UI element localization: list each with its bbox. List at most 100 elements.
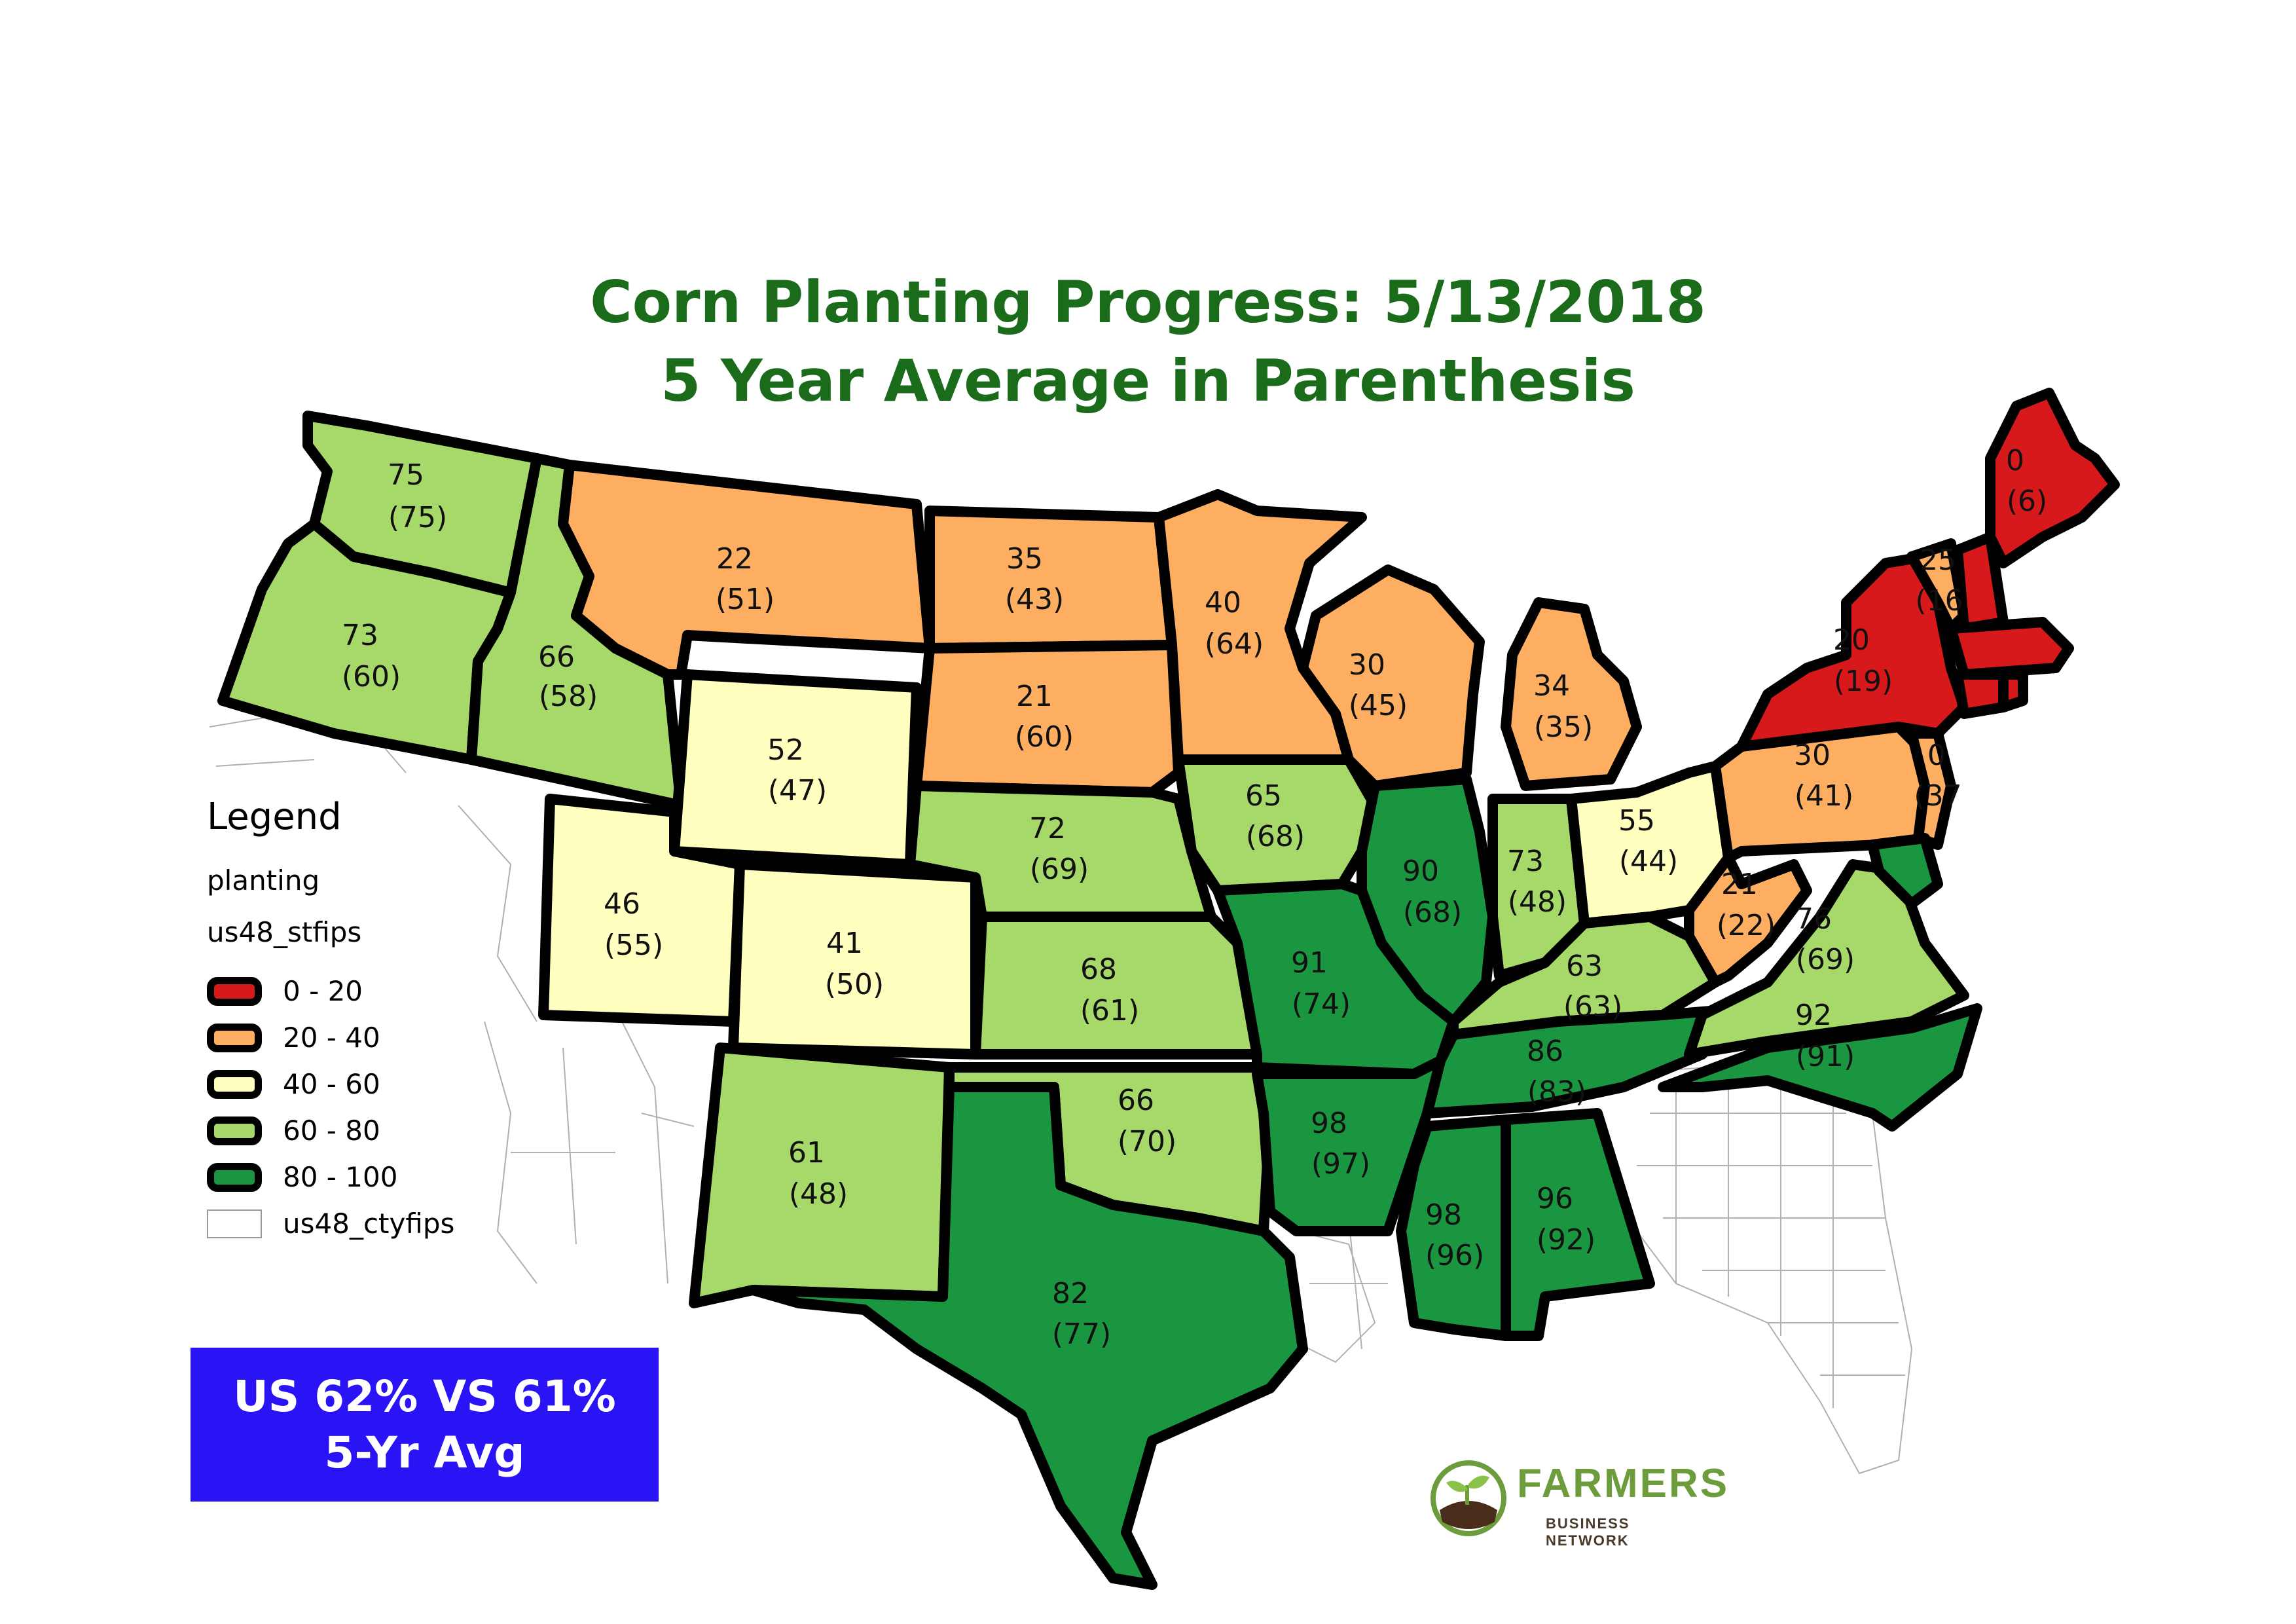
label-KS-avg: (61) xyxy=(1080,994,1139,1027)
legend-swatch-dark-green xyxy=(207,1162,262,1192)
label-WI-value: 30 xyxy=(1349,648,1385,682)
label-SD-value: 21 xyxy=(1016,680,1053,713)
label-VA-avg: (69) xyxy=(1796,943,1855,976)
label-VT-value: 25 xyxy=(1920,544,1956,577)
legend-label: 40 - 60 xyxy=(283,1068,380,1100)
label-AR-avg: (97) xyxy=(1311,1147,1370,1181)
legend-label: 20 - 40 xyxy=(283,1022,380,1054)
state-NC xyxy=(1658,1003,1982,1132)
label-NC-value: 92 xyxy=(1795,999,1832,1032)
sprout-logo-icon xyxy=(1430,1460,1506,1536)
legend: Legend planting us48_stfips 0 - 20 20 - … xyxy=(207,796,488,1247)
label-WA-value: 75 xyxy=(388,458,424,492)
label-PA-value: 30 xyxy=(1794,739,1831,772)
state-AL xyxy=(1501,1108,1655,1341)
county-lines xyxy=(209,712,1913,1475)
state-MD xyxy=(1867,833,1943,909)
legend-label: 0 - 20 xyxy=(283,975,363,1007)
state-CT xyxy=(1952,669,2009,719)
label-MS-value: 98 xyxy=(1425,1198,1462,1232)
label-KY-value: 63 xyxy=(1566,950,1603,983)
label-MI-avg: (35) xyxy=(1534,710,1593,744)
legend-item: us48_ctyfips xyxy=(207,1200,488,1247)
state-WY xyxy=(669,669,922,870)
legend-title: Legend xyxy=(207,796,342,838)
national-summary-box: US 62% VS 61% 5-Yr Avg xyxy=(191,1348,659,1502)
label-AL-avg: (92) xyxy=(1537,1223,1595,1257)
legend-layer-stfips: us48_stfips xyxy=(207,916,362,948)
legend-item: 80 - 100 xyxy=(207,1154,488,1200)
label-VT-avg: (16 xyxy=(1915,584,1963,618)
legend-label: 60 - 80 xyxy=(283,1115,380,1147)
states xyxy=(217,388,2120,1590)
state-ME xyxy=(1985,388,2120,568)
label-IA-avg: (68) xyxy=(1246,820,1305,853)
state-NM xyxy=(689,1043,955,1308)
state-AR xyxy=(1252,1056,1446,1236)
legend-swatch-light-green xyxy=(207,1116,262,1145)
label-NC-avg: (91) xyxy=(1796,1040,1855,1073)
label-TX-avg: (77) xyxy=(1052,1318,1111,1351)
label-IL-value: 90 xyxy=(1402,855,1439,888)
label-VA-value: 76 xyxy=(1795,902,1832,936)
legend-swatch-yellow xyxy=(207,1069,262,1099)
label-ME-value: 0 xyxy=(2006,444,2024,477)
label-WV-value: 21 xyxy=(1721,868,1758,901)
label-IN-avg: (48) xyxy=(1508,885,1567,919)
label-AR-value: 98 xyxy=(1311,1107,1347,1140)
label-IA-value: 65 xyxy=(1245,779,1282,813)
label-WI-avg: (45) xyxy=(1349,689,1408,722)
label-WV-avg: (22) xyxy=(1717,909,1776,942)
label-ND-avg: (43) xyxy=(1005,583,1064,616)
label-ID-value: 66 xyxy=(538,640,575,674)
label-MO-value: 91 xyxy=(1291,946,1328,980)
label-TN-value: 86 xyxy=(1527,1035,1563,1068)
label-AL-value: 96 xyxy=(1537,1182,1573,1215)
label-OR-avg: (60) xyxy=(342,660,401,693)
brand-name: FARMERS xyxy=(1517,1461,1730,1506)
label-IL-avg: (68) xyxy=(1403,896,1462,929)
label-CO-avg: (50) xyxy=(825,968,884,1001)
label-MN-value: 40 xyxy=(1205,586,1241,619)
label-OH-avg: (44) xyxy=(1619,845,1678,878)
label-NY-value: 20 xyxy=(1833,623,1870,657)
label-OK-avg: (70) xyxy=(1118,1125,1176,1158)
label-MO-avg: (74) xyxy=(1292,987,1351,1021)
label-CO-value: 41 xyxy=(826,927,863,960)
map-subtitle: 5 Year Average in Parenthesis xyxy=(661,347,1635,415)
label-ND-value: 35 xyxy=(1006,542,1043,576)
label-TX-value: 82 xyxy=(1052,1277,1089,1310)
label-MT-avg: (51) xyxy=(716,583,774,616)
label-MS-avg: (96) xyxy=(1425,1239,1484,1272)
label-OH-value: 55 xyxy=(1618,804,1655,838)
label-NE-avg: (69) xyxy=(1030,853,1089,886)
label-KS-value: 68 xyxy=(1080,953,1117,986)
label-PA-avg: (41) xyxy=(1795,779,1853,813)
state-MA xyxy=(1946,617,2074,680)
legend-swatch-red xyxy=(207,976,262,1006)
summary-line-2: 5-Yr Avg xyxy=(324,1427,525,1478)
legend-item: 40 - 60 xyxy=(207,1061,488,1107)
legend-layer-planting: planting xyxy=(207,864,320,896)
label-SD-avg: (60) xyxy=(1015,720,1074,754)
legend-item: 20 - 40 xyxy=(207,1014,488,1061)
label-TN-avg: (83) xyxy=(1527,1075,1586,1109)
label-IN-value: 73 xyxy=(1507,845,1544,878)
label-NJ-avg: (37 xyxy=(1914,779,1961,813)
label-MI-value: 34 xyxy=(1533,669,1570,703)
brand-subtitle: BUSINESS NETWORK xyxy=(1546,1515,1630,1549)
state-ND xyxy=(924,506,1177,654)
state-WI xyxy=(1298,564,1485,791)
state-MN xyxy=(1154,489,1367,765)
label-NY-avg: (19) xyxy=(1834,665,1893,698)
label-MN-avg: (64) xyxy=(1205,627,1264,661)
label-OR-value: 73 xyxy=(342,619,378,652)
state-TX xyxy=(748,1082,1308,1590)
label-NE-value: 72 xyxy=(1029,812,1066,845)
farmers-business-network-logo: FARMERS BUSINESS NETWORK xyxy=(1429,1455,1727,1549)
legend-item: 0 - 20 xyxy=(207,968,488,1014)
legend-swatch-orange xyxy=(207,1023,262,1052)
state-MI xyxy=(1501,597,1642,791)
legend-item: 60 - 80 xyxy=(207,1107,488,1154)
